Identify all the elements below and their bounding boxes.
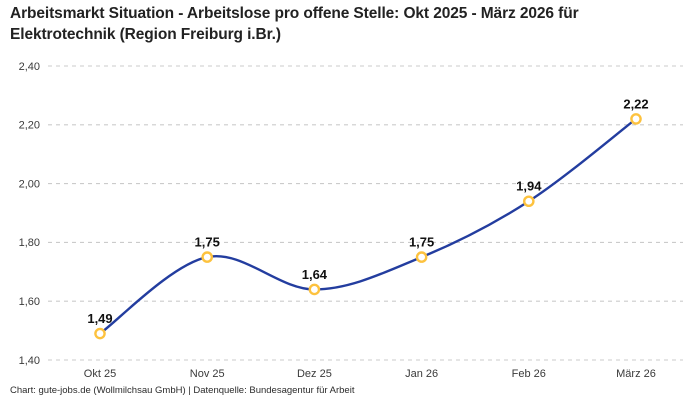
x-axis-tick-label: Feb 26 bbox=[512, 368, 546, 380]
chart-credit: Chart: gute-jobs.de (Wollmilchsau GmbH) … bbox=[10, 385, 355, 396]
data-point-marker bbox=[523, 195, 535, 208]
y-axis-tick-label: 1,40 bbox=[19, 355, 40, 367]
data-point-label: 1,49 bbox=[87, 311, 112, 326]
data-point-label: 1,75 bbox=[195, 235, 220, 250]
data-point-marker bbox=[415, 251, 428, 263]
data-point-marker bbox=[308, 283, 321, 296]
x-axis-tick-label: März 26 bbox=[616, 368, 656, 380]
x-axis-tick-label: Okt 25 bbox=[84, 368, 116, 380]
data-point-marker bbox=[630, 113, 642, 125]
data-point-label: 1,64 bbox=[302, 267, 328, 282]
data-point-marker bbox=[94, 327, 106, 340]
y-axis-tick-label: 1,80 bbox=[19, 237, 40, 249]
x-axis-tick-label: Jan 26 bbox=[405, 368, 438, 380]
y-axis-tick-label: 1,60 bbox=[19, 296, 40, 308]
y-axis-tick-label: 2,40 bbox=[19, 61, 40, 73]
x-axis-tick-label: Nov 25 bbox=[190, 368, 225, 380]
y-axis-tick-label: 2,00 bbox=[19, 178, 40, 190]
data-point-label: 1,75 bbox=[409, 235, 434, 250]
data-point-label: 1,94 bbox=[516, 179, 542, 194]
y-axis-tick-label: 2,20 bbox=[19, 120, 40, 132]
chart-title: Arbeitsmarkt Situation - Arbeitslose pro… bbox=[10, 5, 579, 43]
data-point-label: 2,22 bbox=[623, 96, 648, 111]
x-axis-tick-label: Dez 25 bbox=[297, 368, 332, 380]
data-point-marker bbox=[201, 251, 213, 263]
trend-line bbox=[98, 117, 638, 335]
